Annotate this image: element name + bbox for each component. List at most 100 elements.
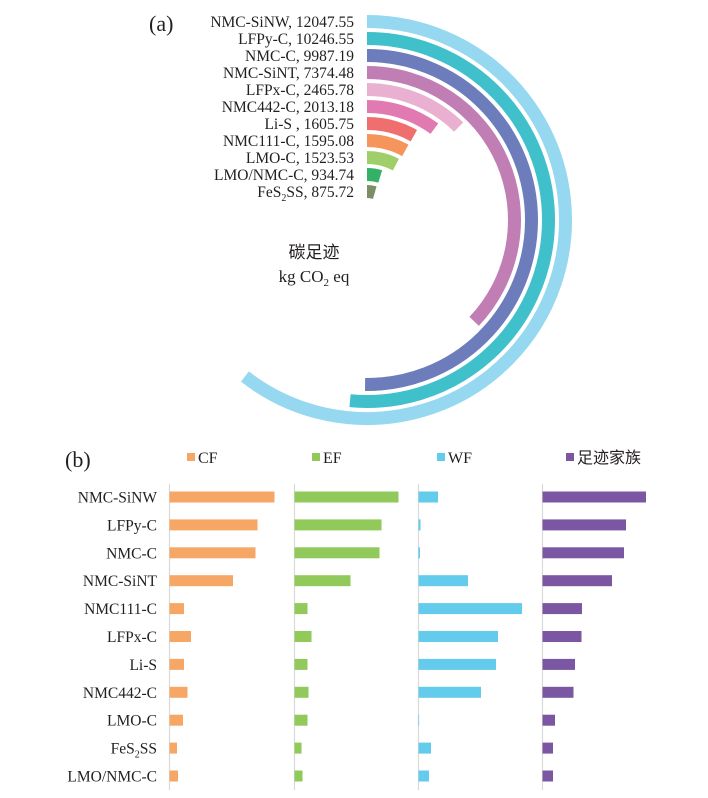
arc-label: LMO/NMC-C, 934.74 bbox=[214, 167, 354, 184]
bar-EF-3 bbox=[294, 575, 351, 587]
bar-WF-3 bbox=[418, 575, 468, 587]
center-title: 碳足迹 bbox=[289, 243, 340, 262]
center-unit: kg CO2 eq bbox=[279, 267, 350, 289]
bar-EF-5 bbox=[294, 631, 312, 642]
arc-label: Li-S , 1605.75 bbox=[264, 116, 354, 133]
bar-CF-6 bbox=[169, 658, 184, 670]
legend-label: EF bbox=[323, 450, 342, 467]
arc-label: NMC-SiNT, 7374.48 bbox=[223, 65, 354, 82]
arc-label: LFPx-C, 2465.78 bbox=[246, 82, 354, 99]
bar-足迹家族-1 bbox=[542, 519, 626, 531]
bar-panels bbox=[168, 484, 646, 790]
bar-足迹家族-3 bbox=[542, 575, 612, 587]
bar-CF-1 bbox=[169, 519, 258, 531]
panel-label-a: (a) bbox=[149, 11, 173, 36]
legend-label: CF bbox=[198, 450, 218, 467]
bar-WF-0 bbox=[418, 491, 438, 503]
arc-group bbox=[240, 15, 572, 425]
bar-CF-5 bbox=[169, 631, 191, 642]
bar-WF-10 bbox=[418, 770, 429, 782]
center-unit-suffix: eq bbox=[329, 267, 350, 286]
arc-bar-1 bbox=[349, 32, 555, 408]
arc-label-sub: 2 bbox=[281, 193, 286, 204]
arc-bar-5 bbox=[366, 100, 439, 134]
category-label: LMO/NMC-C bbox=[67, 769, 157, 786]
arc-bar-3 bbox=[366, 66, 521, 326]
bar-足迹家族-5 bbox=[542, 631, 582, 642]
arc-label-part: SS, 875.72 bbox=[286, 184, 354, 201]
bar-CF-0 bbox=[169, 491, 275, 503]
bar-CF-10 bbox=[169, 770, 178, 782]
legend-marker-1 bbox=[312, 453, 320, 461]
arc-bar-8 bbox=[366, 151, 399, 171]
bar-EF-10 bbox=[294, 770, 303, 782]
category-label-part: FeS bbox=[111, 741, 135, 758]
arc-label: NMC111-C, 1595.08 bbox=[223, 133, 354, 150]
bar-EF-7 bbox=[294, 686, 309, 698]
bar-WF-8 bbox=[418, 714, 420, 726]
category-label-part: SS bbox=[140, 741, 157, 758]
bar-WF-5 bbox=[418, 631, 498, 642]
bar-WF-6 bbox=[418, 658, 496, 670]
bar-WF-2 bbox=[418, 547, 420, 559]
panel-label-b: (b) bbox=[65, 447, 91, 472]
arc-bar-2 bbox=[365, 49, 538, 391]
arc-label: NMC-SiNW, 12047.55 bbox=[210, 14, 354, 31]
bar-EF-0 bbox=[294, 491, 399, 503]
bar-足迹家族-6 bbox=[542, 658, 575, 670]
arc-label: FeS2SS, 875.72 bbox=[257, 184, 354, 204]
bar-足迹家族-0 bbox=[542, 491, 646, 503]
arc-bar-7 bbox=[366, 134, 409, 157]
arc-label: LMO-C, 1523.53 bbox=[246, 150, 354, 167]
bar-EF-1 bbox=[294, 519, 382, 531]
bar-WF-4 bbox=[418, 603, 522, 615]
category-label: LFPy-C bbox=[107, 517, 157, 534]
arc-bar-9 bbox=[366, 168, 383, 183]
bar-WF-1 bbox=[418, 519, 421, 531]
bar-足迹家族-4 bbox=[542, 603, 582, 615]
category-labels: NMC-SiNW LFPy-C NMC-C NMC-SiNT NMC111-C LFPx-… bbox=[67, 490, 157, 786]
bar-EF-6 bbox=[294, 658, 308, 670]
arc-label: NMC-C, 9987.19 bbox=[245, 48, 354, 65]
category-label: NMC442-C bbox=[83, 685, 157, 702]
bar-EF-9 bbox=[294, 742, 302, 754]
arc-label-part: FeS bbox=[257, 184, 281, 201]
bar-CF-9 bbox=[169, 742, 177, 754]
arc-bar-10 bbox=[366, 185, 377, 199]
legend-marker-2 bbox=[437, 453, 445, 461]
arc-bar-0 bbox=[240, 15, 572, 425]
bar-足迹家族-2 bbox=[542, 547, 624, 559]
arc-label: NMC442-C, 2013.18 bbox=[222, 99, 354, 116]
category-label: NMC-SiNW bbox=[78, 490, 158, 507]
legend-marker-0 bbox=[187, 453, 195, 461]
bar-足迹家族-8 bbox=[542, 714, 555, 726]
arc-bar-6 bbox=[366, 117, 418, 142]
legend-label: 足迹家族 bbox=[577, 449, 641, 467]
bar-EF-8 bbox=[294, 714, 308, 726]
bar-CF-4 bbox=[169, 603, 184, 615]
legend-marker-3 bbox=[566, 453, 574, 461]
arc-label: LFPy-C, 10246.55 bbox=[238, 31, 354, 48]
bar-CF-2 bbox=[169, 547, 256, 559]
category-label-sub: 2 bbox=[135, 750, 140, 761]
category-label: FeS2SS bbox=[111, 741, 157, 761]
category-label: Li-S bbox=[129, 657, 157, 674]
bar-足迹家族-7 bbox=[542, 686, 574, 698]
legend: CF EF WF 足迹家族 bbox=[187, 449, 641, 467]
legend-label: WF bbox=[448, 450, 472, 467]
bar-足迹家族-9 bbox=[542, 742, 553, 754]
bar-CF-3 bbox=[169, 575, 233, 587]
center-unit-sub: 2 bbox=[324, 277, 330, 289]
bar-CF-8 bbox=[169, 714, 183, 726]
category-label: NMC-C bbox=[106, 545, 157, 562]
bar-EF-4 bbox=[294, 603, 308, 615]
category-label: NMC111-C bbox=[84, 601, 157, 618]
bar-WF-7 bbox=[418, 686, 481, 698]
category-label: NMC-SiNT bbox=[83, 573, 158, 590]
category-label: LFPx-C bbox=[107, 629, 157, 646]
category-label: LMO-C bbox=[107, 713, 157, 730]
bar-足迹家族-10 bbox=[542, 770, 553, 782]
bar-WF-9 bbox=[418, 742, 431, 754]
